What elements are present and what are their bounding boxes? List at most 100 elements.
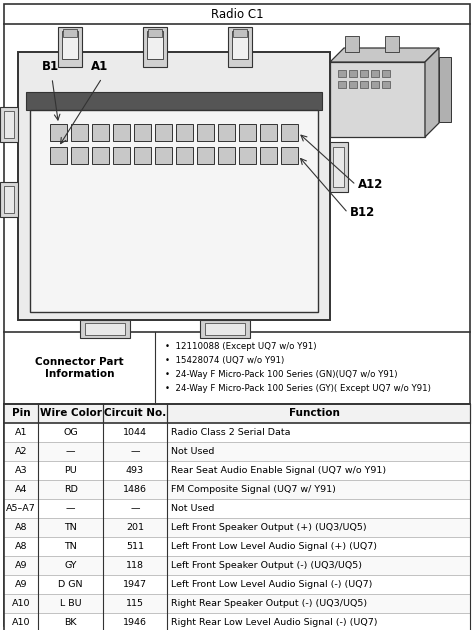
Text: A10: A10	[12, 599, 30, 608]
Bar	[382, 70, 390, 77]
Bar	[4, 613, 470, 630]
Bar	[4, 111, 14, 138]
Bar	[0, 107, 18, 142]
Text: •  12110088 (Except UQ7 w/o Y91): • 12110088 (Except UQ7 w/o Y91)	[165, 342, 317, 351]
Bar	[197, 147, 214, 164]
Bar	[134, 124, 151, 141]
Text: —: —	[66, 447, 75, 456]
Text: A8: A8	[15, 523, 27, 532]
Text: PU: PU	[64, 466, 77, 475]
Text: A12: A12	[358, 178, 383, 192]
Bar	[385, 36, 399, 52]
Text: A9: A9	[15, 561, 27, 570]
Text: OG: OG	[64, 428, 78, 437]
Bar	[371, 81, 379, 88]
Bar	[147, 31, 163, 59]
Text: •  24-Way F Micro-Pack 100 Series (GN)(UQ7 w/o Y91): • 24-Way F Micro-Pack 100 Series (GN)(UQ…	[165, 370, 398, 379]
Text: Right Rear Low Level Audio Signal (-) (UQ7): Right Rear Low Level Audio Signal (-) (U…	[171, 618, 378, 627]
Bar	[92, 124, 109, 141]
Bar	[62, 31, 78, 59]
Bar	[50, 124, 67, 141]
Text: Connector Part
Information: Connector Part Information	[35, 357, 124, 379]
Bar	[4, 442, 470, 461]
Bar	[333, 147, 344, 187]
Text: Not Used: Not Used	[171, 504, 214, 513]
Text: •  24-Way F Micro-Pack 100 Series (GY)( Except UQ7 w/o Y91): • 24-Way F Micro-Pack 100 Series (GY)( E…	[165, 384, 431, 393]
Bar	[92, 147, 109, 164]
Text: 1486: 1486	[123, 485, 147, 494]
Bar	[349, 81, 357, 88]
Text: A10: A10	[12, 618, 30, 627]
Text: 493: 493	[126, 466, 144, 475]
Text: TN: TN	[64, 542, 77, 551]
Text: —: —	[66, 504, 75, 513]
Bar	[4, 186, 14, 213]
Bar	[80, 320, 130, 338]
Text: Pin: Pin	[12, 408, 30, 418]
Bar	[4, 594, 470, 613]
Text: Left Front Low Level Audio Signal (-) (UQ7): Left Front Low Level Audio Signal (-) (U…	[171, 580, 373, 589]
Bar	[338, 81, 346, 88]
Text: A1: A1	[91, 59, 109, 72]
Text: Not Used: Not Used	[171, 447, 214, 456]
Text: Radio Class 2 Serial Data: Radio Class 2 Serial Data	[171, 428, 291, 437]
Text: Rear Seat Audio Enable Signal (UQ7 w/o Y91): Rear Seat Audio Enable Signal (UQ7 w/o Y…	[171, 466, 386, 475]
Text: RD: RD	[64, 485, 78, 494]
Bar	[233, 29, 247, 37]
Bar	[50, 147, 67, 164]
Bar	[338, 70, 346, 77]
Text: BK: BK	[64, 618, 77, 627]
Text: A9: A9	[15, 580, 27, 589]
Bar	[113, 124, 130, 141]
Bar	[148, 29, 162, 37]
Bar	[4, 575, 470, 594]
Bar	[155, 124, 172, 141]
Bar	[371, 70, 379, 77]
Text: 1044: 1044	[123, 428, 147, 437]
Bar	[205, 323, 245, 335]
Text: A2: A2	[15, 447, 27, 456]
Text: 115: 115	[126, 599, 144, 608]
Bar	[232, 31, 248, 59]
Polygon shape	[425, 48, 439, 137]
Bar	[58, 27, 82, 67]
Bar	[200, 320, 250, 338]
Text: Radio C1: Radio C1	[210, 8, 264, 21]
Text: —: —	[130, 447, 140, 456]
Bar	[239, 124, 256, 141]
Text: A5–A7: A5–A7	[6, 504, 36, 513]
Bar	[63, 29, 77, 37]
Bar	[30, 110, 318, 312]
Bar	[218, 124, 235, 141]
Bar	[439, 57, 451, 122]
Text: B1: B1	[41, 59, 59, 72]
Text: Left Front Speaker Output (-) (UQ3/UQ5): Left Front Speaker Output (-) (UQ3/UQ5)	[171, 561, 362, 570]
Polygon shape	[330, 48, 439, 62]
Text: B12: B12	[350, 207, 375, 219]
Text: 1946: 1946	[123, 618, 147, 627]
Bar	[239, 147, 256, 164]
Bar	[4, 480, 470, 499]
Text: 118: 118	[126, 561, 144, 570]
Bar	[360, 70, 368, 77]
Bar	[4, 537, 470, 556]
Text: A1: A1	[15, 428, 27, 437]
Bar	[330, 142, 348, 192]
Text: Left Front Low Level Audio Signal (+) (UQ7): Left Front Low Level Audio Signal (+) (U…	[171, 542, 377, 551]
Bar	[360, 81, 368, 88]
Bar	[71, 124, 88, 141]
Text: A4: A4	[15, 485, 27, 494]
Bar	[349, 70, 357, 77]
Text: TN: TN	[64, 523, 77, 532]
Text: Function: Function	[289, 408, 340, 418]
Bar	[330, 62, 425, 137]
Bar	[382, 81, 390, 88]
Text: FM Composite Signal (UQ7 w/ Y91): FM Composite Signal (UQ7 w/ Y91)	[171, 485, 336, 494]
Bar	[134, 147, 151, 164]
Text: GY: GY	[64, 561, 77, 570]
Text: •  15428074 (UQ7 w/o Y91): • 15428074 (UQ7 w/o Y91)	[165, 356, 284, 365]
Bar	[281, 124, 298, 141]
Bar	[0, 182, 18, 217]
Text: 511: 511	[126, 542, 144, 551]
Bar	[197, 124, 214, 141]
